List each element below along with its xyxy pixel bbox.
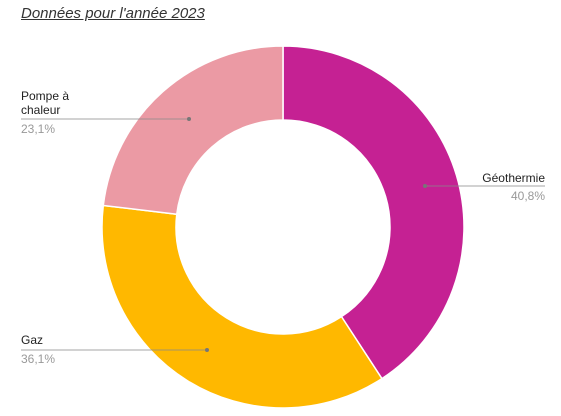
slice-value-gaz: 36,1% <box>21 352 55 366</box>
slice-value-pompe-chaleur: 23,1% <box>21 122 55 136</box>
leader-dot-pompe-chaleur <box>187 117 191 121</box>
slice-g-othermie[interactable] <box>282 45 465 380</box>
slice-label-gaz: Gaz <box>21 333 43 347</box>
slice-gaz[interactable] <box>101 204 383 409</box>
slice-label-pompe-chaleur: Pompe à chaleur <box>21 89 69 117</box>
leader-dot-gaz <box>205 348 209 352</box>
slice-label-g-othermie: Géothermie <box>482 171 545 185</box>
slice-value-g-othermie: 40,8% <box>511 189 545 203</box>
chart-title: Données pour l'année 2023 <box>21 5 205 22</box>
leader-dot-g-othermie <box>423 184 427 188</box>
slice-pompe-chaleur[interactable] <box>102 45 284 216</box>
